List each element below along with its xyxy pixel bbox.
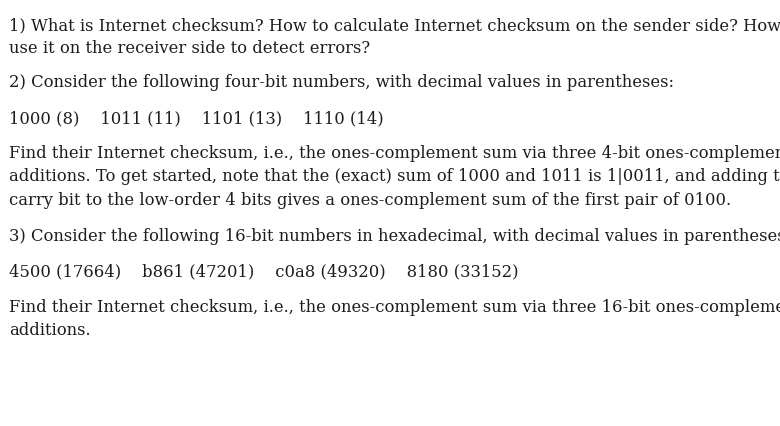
Text: 2) Consider the following four-bit numbers, with decimal values in parentheses:: 2) Consider the following four-bit numbe… [9,74,675,91]
Text: use it on the receiver side to detect errors?: use it on the receiver side to detect er… [9,40,370,58]
Text: 1) What is Internet checksum? How to calculate Internet checksum on the sender s: 1) What is Internet checksum? How to cal… [9,17,780,34]
Text: 3) Consider the following 16-bit numbers in hexadecimal, with decimal values in : 3) Consider the following 16-bit numbers… [9,228,780,245]
Text: additions.: additions. [9,322,91,340]
Text: 1000 (8)    1011 (11)    1101 (13)    1110 (14): 1000 (8) 1011 (11) 1101 (13) 1110 (14) [9,110,384,127]
Text: Find their Internet checksum, i.e., the ones-complement sum via three 16-bit one: Find their Internet checksum, i.e., the … [9,299,780,316]
Text: carry bit to the low-order 4 bits gives a ones-complement sum of the first pair : carry bit to the low-order 4 bits gives … [9,192,732,209]
Text: additions. To get started, note that the (exact) sum of 1000 and 1011 is 1|0011,: additions. To get started, note that the… [9,168,780,185]
Text: 4500 (17664)    b861 (47201)    c0a8 (49320)    8180 (33152): 4500 (17664) b861 (47201) c0a8 (49320) 8… [9,263,519,280]
Text: Find their Internet checksum, i.e., the ones-complement sum via three 4-bit ones: Find their Internet checksum, i.e., the … [9,145,780,162]
